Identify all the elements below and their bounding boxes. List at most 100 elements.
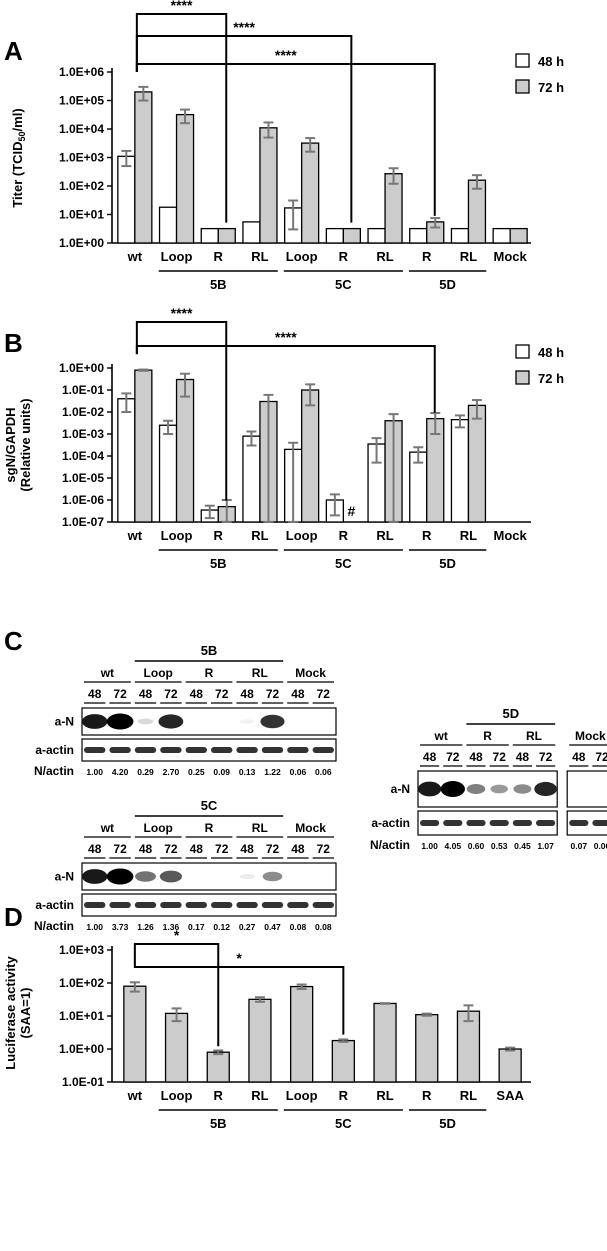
ratio-value: 0.06 [290, 767, 307, 777]
blot-time-label: 72 [317, 842, 331, 856]
blot-time-label: 72 [595, 750, 607, 764]
blot-column-label: R [483, 729, 492, 743]
y-tick-label: 1.0E-02 [62, 405, 104, 419]
significance-bracket [135, 35, 353, 223]
y-tick-label: 1.0E+03 [59, 151, 104, 165]
western-blot-5d: 5D wt R RL Mock 48 72 48 72 48 72 48 72 a-N a-actin N/a… [370, 706, 607, 852]
x-tick-label: R [422, 528, 432, 543]
ratio-value: 1.07 [537, 841, 554, 851]
blot-column-label: wt [100, 821, 114, 835]
group-label: 5B [210, 1116, 227, 1131]
bar-48h [200, 227, 219, 244]
x-tick-label: RL [460, 528, 477, 543]
significance-bracket [133, 950, 345, 1035]
legend-label: 72 h [538, 80, 564, 95]
blot-band-actin [569, 820, 589, 826]
y-tick-label: 1.0E-07 [62, 515, 104, 529]
x-tick-label: R [422, 249, 432, 264]
y-tick-label: 1.0E+03 [59, 943, 104, 957]
x-tick-label: wt [127, 249, 143, 264]
blot-time-label: 72 [164, 842, 178, 856]
bar-72h [300, 389, 320, 523]
blot-column-label: RL [252, 666, 268, 680]
legend-label: 48 h [538, 345, 564, 360]
blot-time-label: 48 [190, 687, 204, 701]
x-tick-label: Loop [161, 1088, 193, 1103]
x-tick-label: Loop [161, 528, 193, 543]
blot-column-label: Loop [144, 666, 173, 680]
chart-panel-d: 1.0E-01 1.0E+00 1.0E+01 1.0E+02 1.0E+03 Lucif… [3, 927, 531, 1131]
bar-48h [242, 435, 261, 523]
y-tick-label: 1.0E+00 [59, 1042, 104, 1056]
blot-row-label-n: a-N [55, 870, 74, 884]
blot-time-label: 72 [164, 687, 178, 701]
blot-time-label: 48 [572, 750, 586, 764]
bar-value [123, 985, 147, 1083]
x-tick-label: R [422, 1088, 432, 1103]
blot-group-label: 5B [201, 643, 218, 658]
group-label: 5B [210, 556, 227, 571]
blot-band-actin [466, 820, 486, 826]
x-tick-label: Loop [286, 528, 318, 543]
blot-membrane-n [566, 770, 607, 808]
significance-label: **** [275, 47, 297, 63]
blot-time-label: 72 [493, 750, 507, 764]
x-tick-label: wt [127, 528, 143, 543]
blot-time-label: 48 [88, 687, 102, 701]
bar-value [415, 1013, 439, 1083]
bar-value [248, 998, 272, 1083]
ratio-value: 0.12 [213, 922, 230, 932]
bar-72h [175, 113, 195, 244]
blot-band-actin [261, 902, 284, 908]
bar-72h [175, 378, 195, 523]
blot-time-label: 72 [266, 687, 280, 701]
x-tick-label: Loop [161, 249, 193, 264]
bar-48h [158, 206, 178, 244]
blot-band-n [82, 869, 108, 884]
blot-band-n [418, 781, 442, 797]
blot-band-actin [287, 902, 309, 908]
bar-48h [325, 227, 345, 244]
bar-72h [259, 127, 278, 244]
bar-value [164, 1012, 189, 1083]
ratio-value: 0.17 [188, 922, 205, 932]
group-label: 5C [335, 556, 352, 571]
ratio-value: 4.05 [445, 841, 462, 851]
blot-band-actin [160, 747, 182, 753]
bar-72h [509, 227, 528, 244]
x-tick-label: SAA [496, 1088, 524, 1103]
bar-72h [342, 227, 362, 244]
blot-time-label: 48 [240, 842, 254, 856]
significance-bracket [135, 345, 436, 413]
charts-layer: 1.0E+00 1.0E+01 1.0E+02 1.0E+03 1.0E+04 1.0E+… [3, 0, 564, 1131]
x-tick-label: R [214, 528, 224, 543]
significance-label: **** [171, 305, 193, 321]
bar-72h [300, 142, 320, 244]
blot-band-actin [134, 902, 157, 908]
x-tick-label: RL [251, 249, 268, 264]
blot-row-label-actin: a-actin [371, 816, 410, 830]
ratio-value: 0.07 [571, 841, 588, 851]
x-tick-label: RL [460, 1088, 477, 1103]
bar-value [498, 1048, 522, 1083]
ratio-value: 0.25 [188, 767, 205, 777]
ratio-value: 4.20 [112, 767, 129, 777]
bar-value [289, 985, 314, 1083]
blot-band-n [106, 868, 134, 885]
blot-time-label: 48 [423, 750, 437, 764]
group-label: 5D [439, 277, 456, 292]
y-tick-label: 1.0E-05 [62, 471, 104, 485]
blot-time-label: 72 [317, 687, 331, 701]
ratio-value: 0.29 [137, 767, 154, 777]
ratio-value: 1.00 [86, 922, 103, 932]
ratio-value: 0.47 [264, 922, 281, 932]
blot-band-actin [160, 902, 182, 908]
bar-48h [117, 398, 136, 523]
blot-band-n [135, 871, 156, 882]
legend-swatch [515, 370, 530, 385]
x-tick-label: Loop [286, 249, 318, 264]
y-tick-label: 1.0E-06 [62, 493, 104, 507]
y-tick-label: 1.0E-04 [62, 449, 104, 463]
panel-label-b: B [4, 328, 23, 358]
blot-row-label-actin: a-actin [35, 898, 74, 912]
